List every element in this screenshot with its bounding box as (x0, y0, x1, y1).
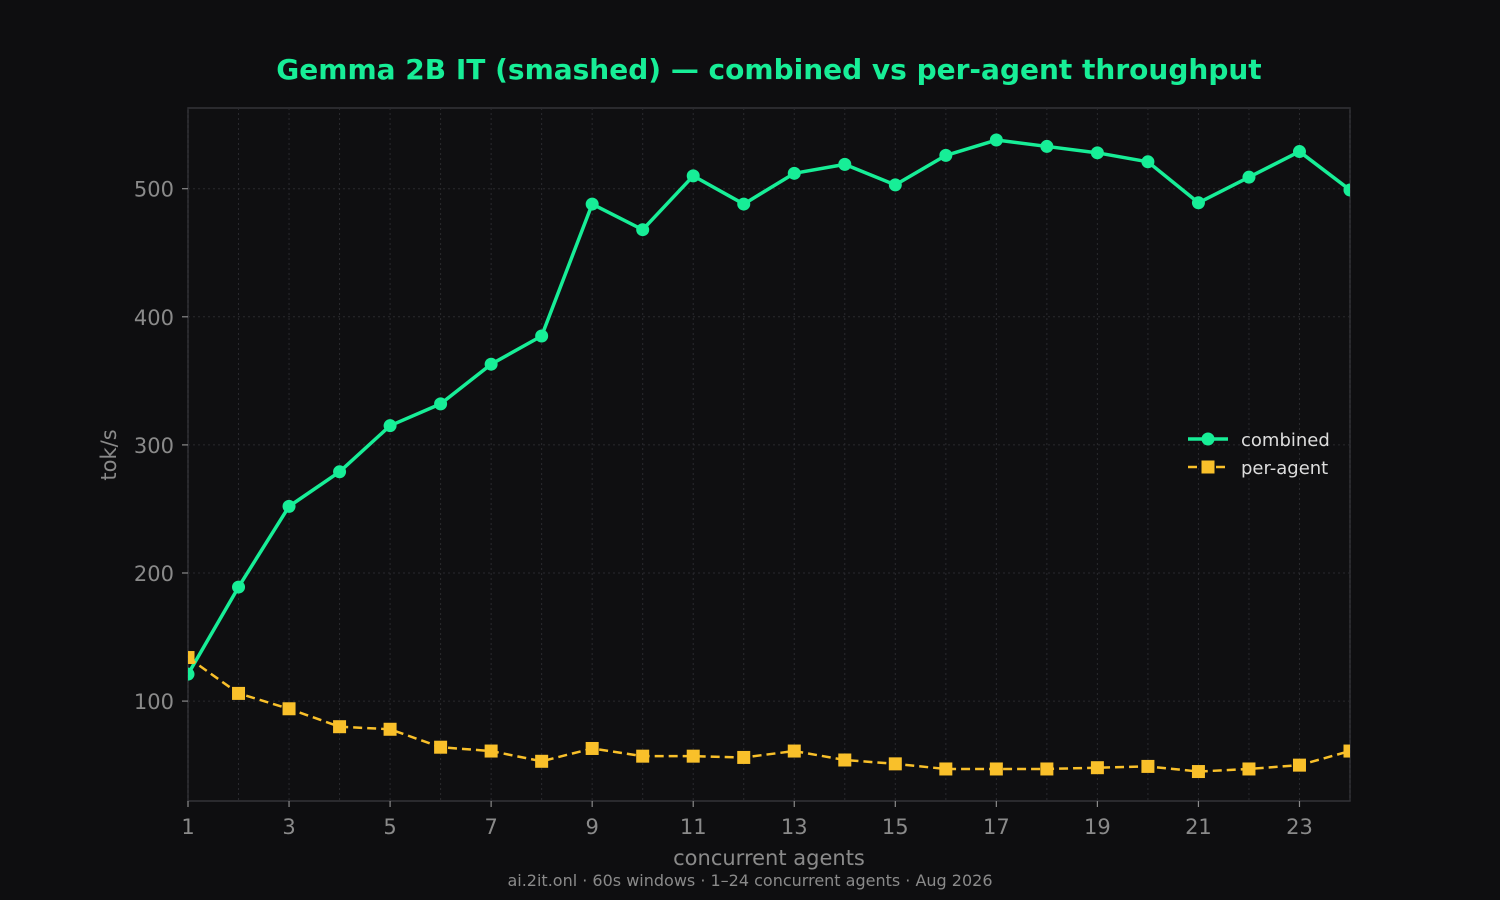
data-point-per-agent (282, 702, 296, 716)
series-line-per-agent (188, 656, 1350, 773)
y-tick-label: 400 (134, 306, 174, 330)
data-point-combined (989, 133, 1003, 147)
x-tick-label: 19 (1084, 815, 1111, 839)
legend-label-combined: combined (1241, 430, 1330, 451)
data-point-combined (1141, 155, 1155, 169)
data-point-per-agent (1040, 762, 1054, 776)
data-point-per-agent (383, 722, 397, 736)
data-point-combined (1191, 196, 1205, 210)
data-point-combined (1343, 183, 1350, 197)
data-point-combined (535, 329, 549, 343)
data-point-per-agent (434, 740, 448, 754)
data-point-per-agent (232, 686, 246, 700)
legend-label-per-agent: per-agent (1241, 458, 1328, 479)
data-point-combined (1090, 146, 1104, 160)
y-tick-label: 100 (134, 690, 174, 714)
plot-area (187, 107, 1351, 802)
data-point-per-agent (838, 753, 852, 767)
x-tick-label: 7 (484, 815, 497, 839)
data-point-per-agent (939, 762, 953, 776)
data-point-combined (333, 465, 347, 479)
x-tick-label: 23 (1286, 815, 1313, 839)
y-tick-label: 500 (134, 178, 174, 202)
series-group (188, 133, 1350, 779)
data-point-per-agent (787, 744, 801, 758)
x-tick-label: 5 (383, 815, 396, 839)
data-point-combined (434, 397, 448, 411)
data-point-per-agent (888, 757, 902, 771)
data-point-per-agent (636, 749, 650, 763)
data-point-per-agent (1343, 744, 1350, 758)
legend: combined per-agent (1188, 430, 1330, 479)
x-tick-label: 1 (181, 815, 194, 839)
x-tick-label: 3 (282, 815, 295, 839)
y-tick-label: 200 (134, 562, 174, 586)
data-point-combined (888, 178, 902, 192)
data-point-per-agent (333, 720, 347, 734)
x-tick-label: 13 (781, 815, 808, 839)
data-point-per-agent (1141, 759, 1155, 773)
y-axis-label: tok/s (97, 429, 121, 480)
legend-marker-combined (1201, 432, 1215, 446)
data-point-combined (686, 169, 700, 183)
data-point-combined (585, 197, 599, 211)
data-point-combined (232, 580, 246, 594)
data-point-combined (383, 419, 397, 433)
footer-note: ai.2it.onl · 60s windows · 1–24 concurre… (507, 871, 992, 890)
data-point-per-agent (188, 651, 195, 665)
data-point-combined (484, 357, 498, 371)
data-point-combined (282, 499, 296, 513)
data-point-per-agent (1292, 758, 1306, 772)
x-tick-label: 9 (585, 815, 598, 839)
x-tick-label: 11 (680, 815, 707, 839)
data-point-per-agent (737, 750, 751, 764)
data-point-combined (838, 157, 852, 171)
data-point-combined (787, 166, 801, 180)
data-point-per-agent (686, 749, 700, 763)
data-point-combined (188, 667, 195, 681)
data-point-per-agent (1242, 762, 1256, 776)
data-point-per-agent (1191, 765, 1205, 779)
data-point-combined (737, 197, 751, 211)
data-point-combined (939, 148, 953, 162)
data-point-per-agent (1090, 761, 1104, 775)
x-tick-label: 17 (983, 815, 1010, 839)
data-point-combined (636, 223, 650, 237)
data-point-combined (1040, 139, 1054, 153)
chart-title: Gemma 2B IT (smashed) — combined vs per-… (276, 53, 1261, 86)
data-point-combined (1242, 170, 1256, 184)
y-tick-label: 300 (134, 434, 174, 458)
grid (187, 108, 1351, 801)
x-axis-label: concurrent agents (673, 846, 865, 870)
series-line-combined (188, 138, 1350, 676)
data-point-combined (1292, 145, 1306, 159)
data-point-per-agent (535, 754, 549, 768)
x-tick-label: 21 (1185, 815, 1212, 839)
data-point-per-agent (989, 762, 1003, 776)
data-point-per-agent (585, 741, 599, 755)
x-tick-label: 15 (882, 815, 909, 839)
data-point-per-agent (484, 744, 498, 758)
legend-marker-per-agent (1201, 460, 1215, 474)
